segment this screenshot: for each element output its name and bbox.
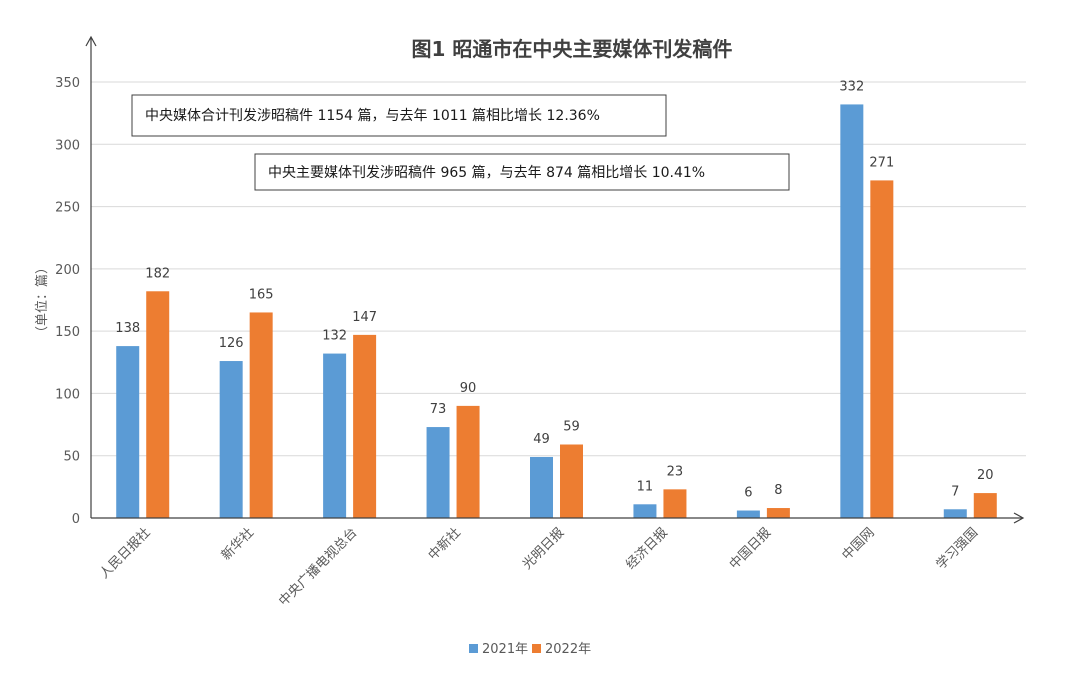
data-label: 138 bbox=[115, 321, 140, 336]
y-tick-label: 50 bbox=[63, 450, 80, 465]
annotation-box-1 bbox=[131, 94, 667, 137]
data-label: 126 bbox=[219, 336, 244, 351]
x-category-label: 人民日报社 bbox=[96, 525, 153, 582]
legend-label-2021: 2021年 bbox=[482, 642, 528, 657]
data-labels: 138 182 126 165 132 147 73 90 49 59 11 23 6 8 332 271 7 2… bbox=[115, 79, 993, 500]
data-label: 8 bbox=[774, 483, 782, 498]
data-label: 147 bbox=[352, 310, 377, 325]
x-axis-category-labels: 人民日报社 新华社 中央广播电视总台 中新社 光明日报 经济日报 中国日报 中国网 学习强国 bbox=[96, 525, 981, 610]
annotation-box-2 bbox=[254, 153, 790, 191]
data-label: 20 bbox=[977, 468, 994, 483]
x-category-label: 中国日报 bbox=[727, 525, 774, 572]
x-axis-arrow bbox=[1013, 512, 1025, 524]
data-label: 132 bbox=[322, 329, 347, 344]
bar-2021年-中新社 bbox=[426, 427, 450, 518]
data-label: 332 bbox=[839, 79, 864, 94]
y-tick-label: 300 bbox=[55, 138, 80, 153]
bar-2022年-光明日报 bbox=[560, 444, 583, 518]
x-category-label: 光明日报 bbox=[520, 525, 567, 572]
annotation-text-2: 中央主要媒体刊发涉昭稿件 965 篇，与去年 874 篇相比增长 10.41% bbox=[268, 165, 705, 181]
x-category-label: 经济日报 bbox=[623, 525, 670, 572]
data-label: 6 bbox=[744, 486, 752, 501]
y-axis-ticks: 0 50 100 150 200 250 300 350 bbox=[55, 76, 80, 527]
bars bbox=[116, 104, 997, 519]
data-label: 7 bbox=[951, 484, 959, 499]
annotation-text-1: 中央媒体合计刊发涉昭稿件 1154 篇，与去年 1011 篇相比增长 12.36… bbox=[145, 108, 600, 124]
chart-title: 图1 昭通市在中央主要媒体刊发稿件 bbox=[412, 37, 733, 61]
x-category-label: 学习强国 bbox=[933, 525, 981, 573]
data-label: 90 bbox=[460, 381, 477, 396]
legend-swatch-2022 bbox=[532, 644, 541, 653]
y-tick-label: 250 bbox=[55, 201, 80, 216]
bar-2022年-中国网 bbox=[870, 180, 894, 518]
y-axis-label: （单位：篇） bbox=[35, 261, 50, 339]
y-tick-label: 350 bbox=[55, 76, 80, 91]
data-label: 23 bbox=[667, 464, 684, 479]
bar-2022年-学习强国 bbox=[973, 493, 997, 518]
data-label: 49 bbox=[533, 432, 550, 447]
x-category-label: 中央广播电视总台 bbox=[276, 525, 360, 609]
bar-2021年-新华社 bbox=[219, 361, 243, 518]
x-category-label: 中新社 bbox=[425, 525, 464, 564]
y-axis-arrow bbox=[85, 35, 97, 47]
bar-2021年-经济日报 bbox=[633, 504, 657, 518]
legend-label-2022: 2022年 bbox=[545, 642, 591, 657]
bar-2021年-中国网 bbox=[840, 104, 864, 519]
data-label: 165 bbox=[249, 287, 274, 302]
bar-2022年-经济日报 bbox=[663, 489, 687, 518]
legend-swatch-2021 bbox=[469, 644, 478, 653]
bar-2022年-中央广播电视总台 bbox=[353, 334, 377, 518]
y-tick-label: 100 bbox=[55, 387, 80, 402]
data-label: 11 bbox=[637, 479, 654, 494]
data-label: 271 bbox=[869, 155, 894, 170]
y-tick-label: 200 bbox=[55, 263, 80, 278]
bar-2021年-中央广播电视总台 bbox=[323, 353, 347, 518]
bar-2021年-中国日报 bbox=[736, 510, 760, 518]
data-label: 182 bbox=[145, 266, 170, 281]
bar-2022年-新华社 bbox=[249, 312, 273, 518]
bar-2021年-学习强国 bbox=[943, 509, 967, 518]
bar-2022年-中新社 bbox=[456, 405, 480, 518]
bar-2022年-中国日报 bbox=[766, 508, 790, 518]
bar-2021年-光明日报 bbox=[530, 456, 553, 518]
legend: 2021年 2022年 bbox=[469, 642, 591, 657]
x-category-label: 新华社 bbox=[218, 525, 257, 564]
bar-2021年-人民日报社 bbox=[116, 346, 140, 518]
data-label: 73 bbox=[430, 402, 447, 417]
bar-2022年-人民日报社 bbox=[146, 291, 170, 518]
gridlines bbox=[91, 81, 1026, 457]
data-label: 59 bbox=[563, 420, 580, 435]
y-tick-label: 0 bbox=[72, 512, 80, 527]
x-category-label: 中国网 bbox=[839, 525, 877, 563]
y-tick-label: 150 bbox=[55, 325, 80, 340]
